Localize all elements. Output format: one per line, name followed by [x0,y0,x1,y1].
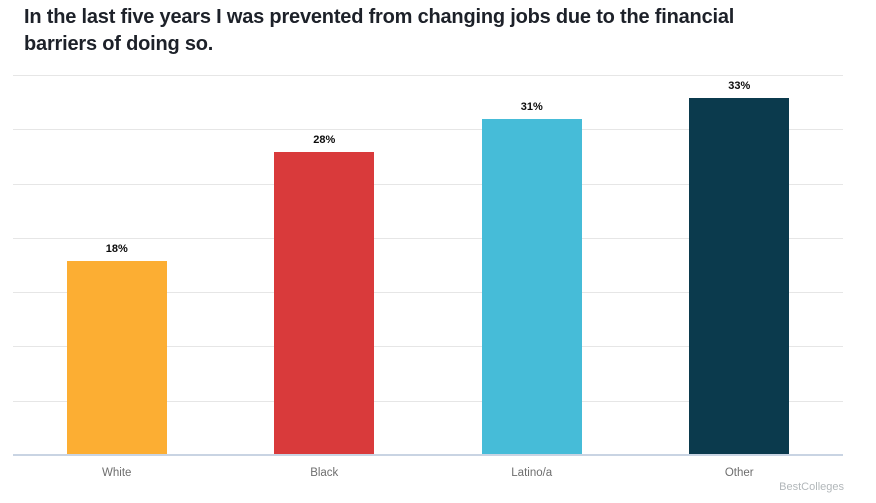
gridline [13,75,843,76]
x-axis-line [13,454,843,456]
bar-group-latino-a: 31% Latino/a [428,76,636,479]
x-axis-label-white: White [102,467,132,479]
x-axis-label-black: Black [310,467,339,479]
bar-value-label: 18% [105,242,128,255]
gridline [13,237,843,239]
bar-white: 18% [66,243,167,456]
bar-value-label: 28% [313,134,336,146]
bar-value-label: 33% [728,79,751,92]
gridline [13,346,843,348]
attribution-label: BestColleges [779,481,844,493]
gridline [13,129,843,131]
bars-layer: 18% White 28% Black 31% Latino/a 33% Other [13,76,844,479]
gridline [13,400,843,402]
bar-group-other: 33% Other [636,76,844,479]
chart-plot: 18% White 28% Black 31% Latino/a 33% Other [13,75,844,479]
bar-group-black: 28% Black [221,76,429,479]
chart-title: In the last five years I was prevented f… [24,6,735,55]
gridline [13,292,843,294]
bar-other: 33% [689,80,790,456]
x-axis-label-other: Other [724,467,754,479]
bar-latino-a: 31% [481,101,582,456]
x-axis-label-latino-a: Latino/a [511,467,553,479]
bar-black: 28% [274,134,375,456]
bar-value-label: 31% [520,101,543,114]
gridline [13,183,843,185]
bar-group-white: 18% White [13,76,221,479]
